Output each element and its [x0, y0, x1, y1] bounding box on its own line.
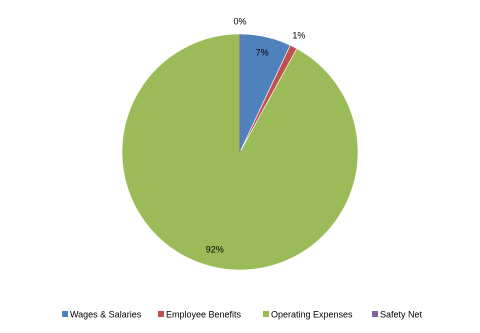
data-label: 0% [233, 17, 246, 27]
legend-label: Operating Expenses [271, 309, 353, 319]
legend-marker [62, 311, 68, 317]
data-label: 7% [256, 47, 269, 57]
legend-label: Employee Benefits [166, 309, 242, 319]
legend-marker [263, 311, 269, 317]
legend-marker [158, 311, 164, 317]
data-label: 92% [206, 245, 224, 255]
legend-label: Safety Net [380, 309, 423, 319]
legend-marker [372, 311, 378, 317]
legend-label: Wages & Salaries [70, 309, 142, 319]
data-label: 1% [292, 31, 305, 41]
